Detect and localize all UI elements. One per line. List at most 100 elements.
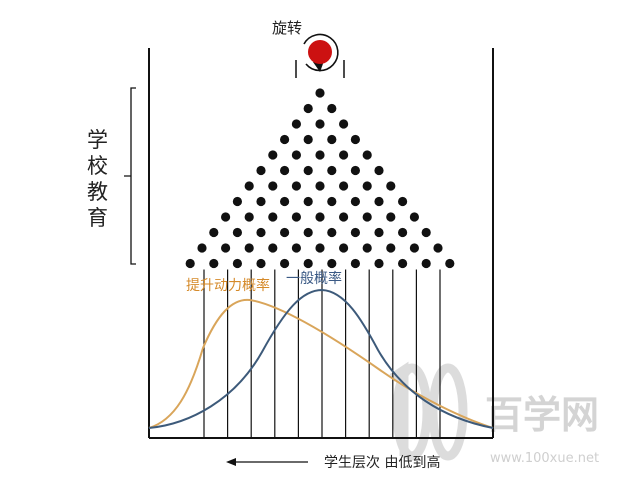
peg xyxy=(256,227,266,238)
peg xyxy=(221,212,231,222)
peg xyxy=(339,212,349,222)
peg xyxy=(350,227,360,238)
peg xyxy=(232,258,242,269)
peg xyxy=(350,258,360,269)
label-char-3: 教 xyxy=(87,180,108,204)
peg xyxy=(362,181,372,191)
peg-triangle xyxy=(185,88,455,269)
peg xyxy=(244,243,254,253)
peg xyxy=(209,258,219,269)
bin-dividers xyxy=(203,269,441,438)
funnel xyxy=(295,60,345,78)
peg xyxy=(291,150,301,160)
peg xyxy=(421,258,431,269)
peg xyxy=(268,181,278,191)
peg xyxy=(327,227,337,238)
peg xyxy=(209,227,219,238)
peg xyxy=(268,150,278,160)
peg xyxy=(339,181,349,191)
peg xyxy=(185,258,195,269)
peg xyxy=(350,165,360,176)
peg xyxy=(280,134,290,145)
peg xyxy=(350,196,360,207)
peg xyxy=(421,227,431,238)
boosted-probability-curve xyxy=(148,298,494,429)
peg xyxy=(244,212,254,222)
peg xyxy=(386,243,396,253)
peg xyxy=(303,134,313,145)
container xyxy=(148,48,494,439)
peg xyxy=(315,243,325,253)
peg xyxy=(291,119,301,129)
peg xyxy=(327,165,337,176)
peg xyxy=(433,243,443,253)
peg xyxy=(280,165,290,176)
level-arrow xyxy=(226,458,308,466)
peg xyxy=(315,88,325,98)
peg xyxy=(374,196,384,207)
label-char-4: 育 xyxy=(87,206,108,230)
peg xyxy=(291,243,301,253)
watermark: 百学网 www.100xue.net xyxy=(389,361,599,466)
peg xyxy=(280,227,290,238)
peg xyxy=(256,165,266,176)
peg xyxy=(315,181,325,191)
peg xyxy=(280,258,290,269)
peg xyxy=(386,181,396,191)
peg xyxy=(327,196,337,207)
peg xyxy=(339,150,349,160)
school-education-label: 学 校 教 育 xyxy=(87,128,108,230)
label-char-1: 学 xyxy=(87,128,108,152)
peg xyxy=(268,243,278,253)
peg xyxy=(398,196,408,207)
peg xyxy=(339,119,349,129)
peg xyxy=(350,134,360,145)
peg xyxy=(327,103,337,114)
peg xyxy=(303,165,313,176)
peg xyxy=(374,165,384,176)
peg xyxy=(256,258,266,269)
peg xyxy=(303,258,313,269)
peg xyxy=(280,196,290,207)
general-probability-curve xyxy=(148,288,494,429)
peg xyxy=(386,212,396,222)
peg xyxy=(362,212,372,222)
peg xyxy=(303,103,313,114)
left-arrow-icon xyxy=(226,458,236,466)
peg xyxy=(244,181,254,191)
student-level-caption: 学生层次 由低到高 xyxy=(324,454,440,471)
peg xyxy=(362,150,372,160)
peg xyxy=(315,119,325,129)
peg xyxy=(197,243,207,253)
peg xyxy=(362,243,372,253)
rotate-label: 旋转 xyxy=(272,19,302,37)
boosted-probability-label: 提升动力概率 xyxy=(186,277,270,294)
red-ball xyxy=(308,40,332,64)
peg xyxy=(291,181,301,191)
peg xyxy=(398,258,408,269)
label-char-2: 校 xyxy=(87,154,108,178)
rotating-ball xyxy=(303,33,339,72)
peg xyxy=(374,258,384,269)
peg xyxy=(291,212,301,222)
peg xyxy=(221,243,231,253)
peg xyxy=(315,150,325,160)
peg xyxy=(303,227,313,238)
watermark-url: www.100xue.net xyxy=(490,451,599,466)
peg xyxy=(232,227,242,238)
watermark-text: 百学网 xyxy=(485,393,599,437)
peg xyxy=(339,243,349,253)
peg xyxy=(327,258,337,269)
peg xyxy=(445,258,455,269)
peg xyxy=(409,212,419,222)
peg xyxy=(315,212,325,222)
peg xyxy=(268,212,278,222)
school-education-bracket xyxy=(124,87,136,265)
peg xyxy=(409,243,419,253)
peg xyxy=(398,227,408,238)
peg xyxy=(327,134,337,145)
peg xyxy=(374,227,384,238)
peg xyxy=(256,196,266,207)
peg xyxy=(232,196,242,207)
